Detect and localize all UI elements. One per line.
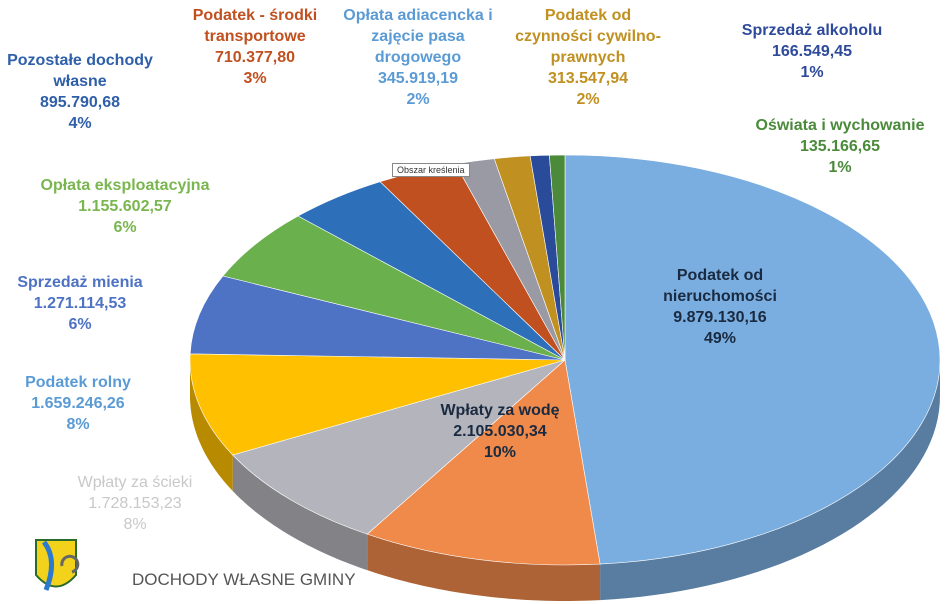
label-percent: 4% xyxy=(68,115,92,132)
label-category: Podatek od nieruchomości xyxy=(663,267,777,305)
slice xyxy=(232,359,566,535)
data-label: Opłata eksploatacyjna 1.155.602,57 6% xyxy=(5,175,245,238)
label-percent: 8% xyxy=(66,416,90,433)
label-value: 9.879.130,16 xyxy=(673,309,767,326)
label-percent: 2% xyxy=(406,91,430,108)
label-percent: 8% xyxy=(123,516,147,533)
data-label: Pozostałe dochody własne 895.790,68 4% xyxy=(5,50,155,134)
slice xyxy=(189,353,566,456)
label-percent: 1% xyxy=(828,159,852,176)
data-label: Podatek rolny 1.659.246,26 8% xyxy=(0,372,158,435)
label-value: 1.271.114,53 xyxy=(33,295,127,312)
label-percent: 6% xyxy=(113,219,137,236)
data-label: Podatek - środki transportowe 710.377,80 3… xyxy=(175,5,335,89)
slice xyxy=(189,275,566,361)
data-label: Podatek od czynności cywilno-prawnych 313… xyxy=(508,5,668,110)
chart-title: DOCHODY WŁASNE GMINY xyxy=(132,570,356,589)
label-category: Sprzedaż mienia xyxy=(17,274,143,291)
slice-side xyxy=(232,455,368,571)
label-category: Podatek od czynności cywilno-prawnych xyxy=(515,7,661,66)
label-value: 345.919,19 xyxy=(377,70,459,87)
tooltip: Obszar kreślenia xyxy=(392,163,470,177)
label-percent: 6% xyxy=(68,316,92,333)
label-value: 2.105.030,34 xyxy=(453,423,547,440)
label-category: Oświata i wychowanie xyxy=(755,117,925,134)
label-percent: 3% xyxy=(243,70,267,87)
label-category: Podatek rolny xyxy=(25,374,131,391)
label-value: 1.155.602,57 xyxy=(78,198,172,215)
label-category: Wpłaty za wodę xyxy=(440,402,560,419)
slice xyxy=(564,154,941,565)
label-percent: 1% xyxy=(800,64,824,81)
label-value: 135.166,65 xyxy=(799,138,881,155)
label-value: 1.659.246,26 xyxy=(31,395,125,412)
slice xyxy=(222,215,566,361)
label-value: 895.790,68 xyxy=(39,94,121,111)
label-percent: 10% xyxy=(483,444,517,461)
slice-side xyxy=(600,360,940,601)
data-label: Sprzedaż alkoholu 166.549,45 1% xyxy=(727,20,897,83)
label-category: Pozostałe dochody własne xyxy=(7,52,153,90)
label-category: Podatek - środki transportowe xyxy=(192,7,318,45)
data-label: Podatek od nieruchomości 9.879.130,16 49% xyxy=(635,265,805,349)
slice xyxy=(549,154,566,361)
label-category: Sprzedaż alkoholu xyxy=(741,22,883,39)
logo xyxy=(35,539,80,591)
slice-side xyxy=(367,534,601,601)
data-label: Sprzedaż mienia 1.271.114,53 6% xyxy=(0,272,165,335)
slice-side xyxy=(190,360,233,492)
label-value: 1.728.153,23 xyxy=(88,495,182,512)
label-value: 710.377,80 xyxy=(214,49,296,66)
data-label: Oświata i wychowanie 135.166,65 1% xyxy=(730,115,945,178)
label-value: 166.549,45 xyxy=(771,43,853,60)
label-percent: 49% xyxy=(703,330,737,347)
label-percent: 2% xyxy=(576,91,600,108)
label-category: Wpłaty za ścieki xyxy=(77,474,193,491)
label-value: 313.547,94 xyxy=(547,70,629,87)
data-label: Wpłaty za wodę 2.105.030,34 10% xyxy=(400,400,600,463)
label-category: Opłata adiacencka i zajęcie pasa drogowe… xyxy=(343,7,493,66)
data-label: Wpłaty za ścieki 1.728.153,23 8% xyxy=(30,472,240,535)
data-label: Opłata adiacencka i zajęcie pasa drogowe… xyxy=(333,5,503,110)
slice xyxy=(366,359,601,566)
label-category: Opłata eksploatacyjna xyxy=(40,177,210,194)
